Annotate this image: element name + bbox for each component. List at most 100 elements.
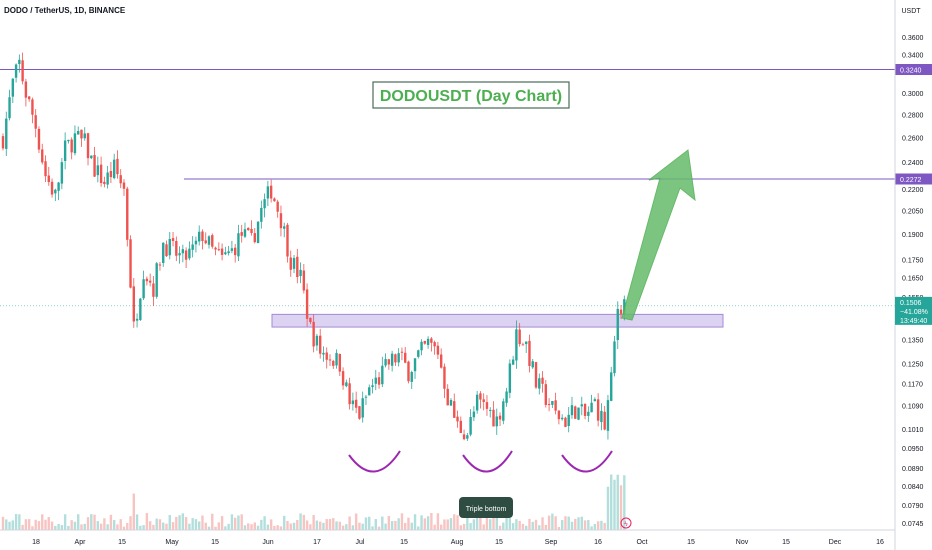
event-marker-icon[interactable]: [620, 517, 632, 529]
volume-bar: [616, 474, 619, 530]
x-tick-label: 17: [313, 539, 321, 546]
volume-bar: [564, 516, 567, 530]
candle-body: [462, 434, 466, 440]
candle-body: [67, 139, 70, 142]
candle-body: [613, 341, 616, 374]
volume-bar: [459, 525, 462, 530]
candle-body: [31, 99, 34, 115]
candle-body: [24, 81, 28, 98]
candle-body: [5, 118, 8, 149]
volume-bar: [116, 524, 119, 530]
volume-bar: [227, 523, 230, 530]
volume-bar: [485, 517, 489, 530]
candle-body: [188, 248, 191, 259]
candle-body: [158, 264, 162, 266]
current-price-value: 0.1506: [900, 300, 922, 307]
candle-body: [122, 182, 126, 189]
volume-bar: [574, 518, 577, 530]
volume-bar: [394, 520, 397, 530]
volume-bar: [492, 513, 495, 530]
y-tick-label: 0.3600: [902, 35, 924, 42]
candle-body: [443, 366, 446, 389]
volume-bar: [158, 519, 162, 530]
candle-body: [358, 406, 361, 419]
candle-body: [63, 140, 67, 161]
volume-bar: [256, 525, 260, 530]
candle-body: [610, 372, 613, 401]
candle-body: [593, 399, 597, 402]
triple-bottom-curve: [561, 450, 613, 473]
candle-body: [453, 401, 456, 418]
volume-bar: [619, 485, 623, 530]
candle-body: [446, 388, 449, 406]
candle-body: [590, 402, 593, 413]
y-tick-label: 0.0950: [902, 446, 924, 453]
candle-body: [34, 115, 37, 129]
volume-bar: [495, 514, 498, 530]
candle-body: [299, 269, 302, 277]
candle-body: [528, 340, 531, 366]
volume-bar: [106, 524, 109, 530]
volume-bar: [126, 522, 129, 530]
volume-bar: [171, 522, 175, 530]
candle-body: [178, 253, 181, 256]
candle-body: [8, 97, 11, 119]
candle-body: [253, 233, 256, 243]
volume-bar: [168, 515, 171, 530]
candle-body: [83, 133, 86, 139]
candle-body: [456, 416, 459, 422]
pattern-label: Triple bottom: [466, 506, 507, 513]
candle-body: [207, 236, 211, 245]
candle-body: [420, 341, 423, 351]
y-tick-label: 0.0890: [902, 466, 924, 473]
resistance-zone: [271, 313, 724, 328]
volume-bar: [34, 519, 37, 530]
time-axis: 18 Apr 15 May 15 Jun 17 Jul 15 Aug 15 Sep 16 Oct 15 Nov…: [0, 529, 895, 546]
candle-body: [413, 358, 417, 372]
volume-bar: [544, 524, 548, 530]
x-tick-label: Dec: [829, 539, 842, 546]
candle-body: [577, 407, 580, 420]
volume-bar: [44, 519, 47, 530]
candle-body: [1, 136, 5, 149]
candle-body: [237, 233, 240, 257]
volume-bar: [381, 516, 384, 530]
candle-body: [286, 224, 289, 257]
volume-bar: [263, 516, 266, 530]
volume-bar: [139, 525, 142, 530]
volume-bar: [469, 523, 472, 530]
volume-bar: [305, 520, 309, 530]
y-tick-label: 0.0745: [902, 521, 924, 528]
candle-body: [538, 378, 541, 389]
candle-body: [198, 231, 201, 242]
volume-bar: [361, 523, 364, 530]
volume-bar: [96, 521, 100, 530]
volume-bar: [515, 519, 518, 530]
candle-body: [11, 78, 15, 97]
candle-body: [623, 299, 626, 315]
volume-bar: [482, 524, 485, 530]
volume-bar: [184, 517, 188, 530]
volume-bar: [446, 519, 449, 530]
volume-bar: [299, 513, 302, 530]
candle-body: [260, 207, 263, 222]
candle-body: [564, 417, 567, 427]
candle-body: [492, 409, 495, 427]
candle-body: [381, 365, 384, 385]
candle-body: [247, 227, 250, 231]
volume-bar: [237, 515, 240, 530]
volume-bar: [554, 516, 557, 530]
candle-body: [27, 96, 31, 100]
volume-bar: [528, 518, 531, 530]
candle-body: [194, 240, 198, 245]
candle-body: [135, 318, 139, 321]
volume-bar: [606, 486, 610, 530]
volume-bar: [498, 525, 502, 530]
volume-bar: [60, 525, 64, 530]
candle-body: [191, 244, 194, 250]
candle-body: [171, 238, 175, 242]
y-tick-label: 0.1650: [902, 276, 924, 283]
candle-body: [148, 280, 152, 283]
volume-bar: [27, 519, 31, 530]
